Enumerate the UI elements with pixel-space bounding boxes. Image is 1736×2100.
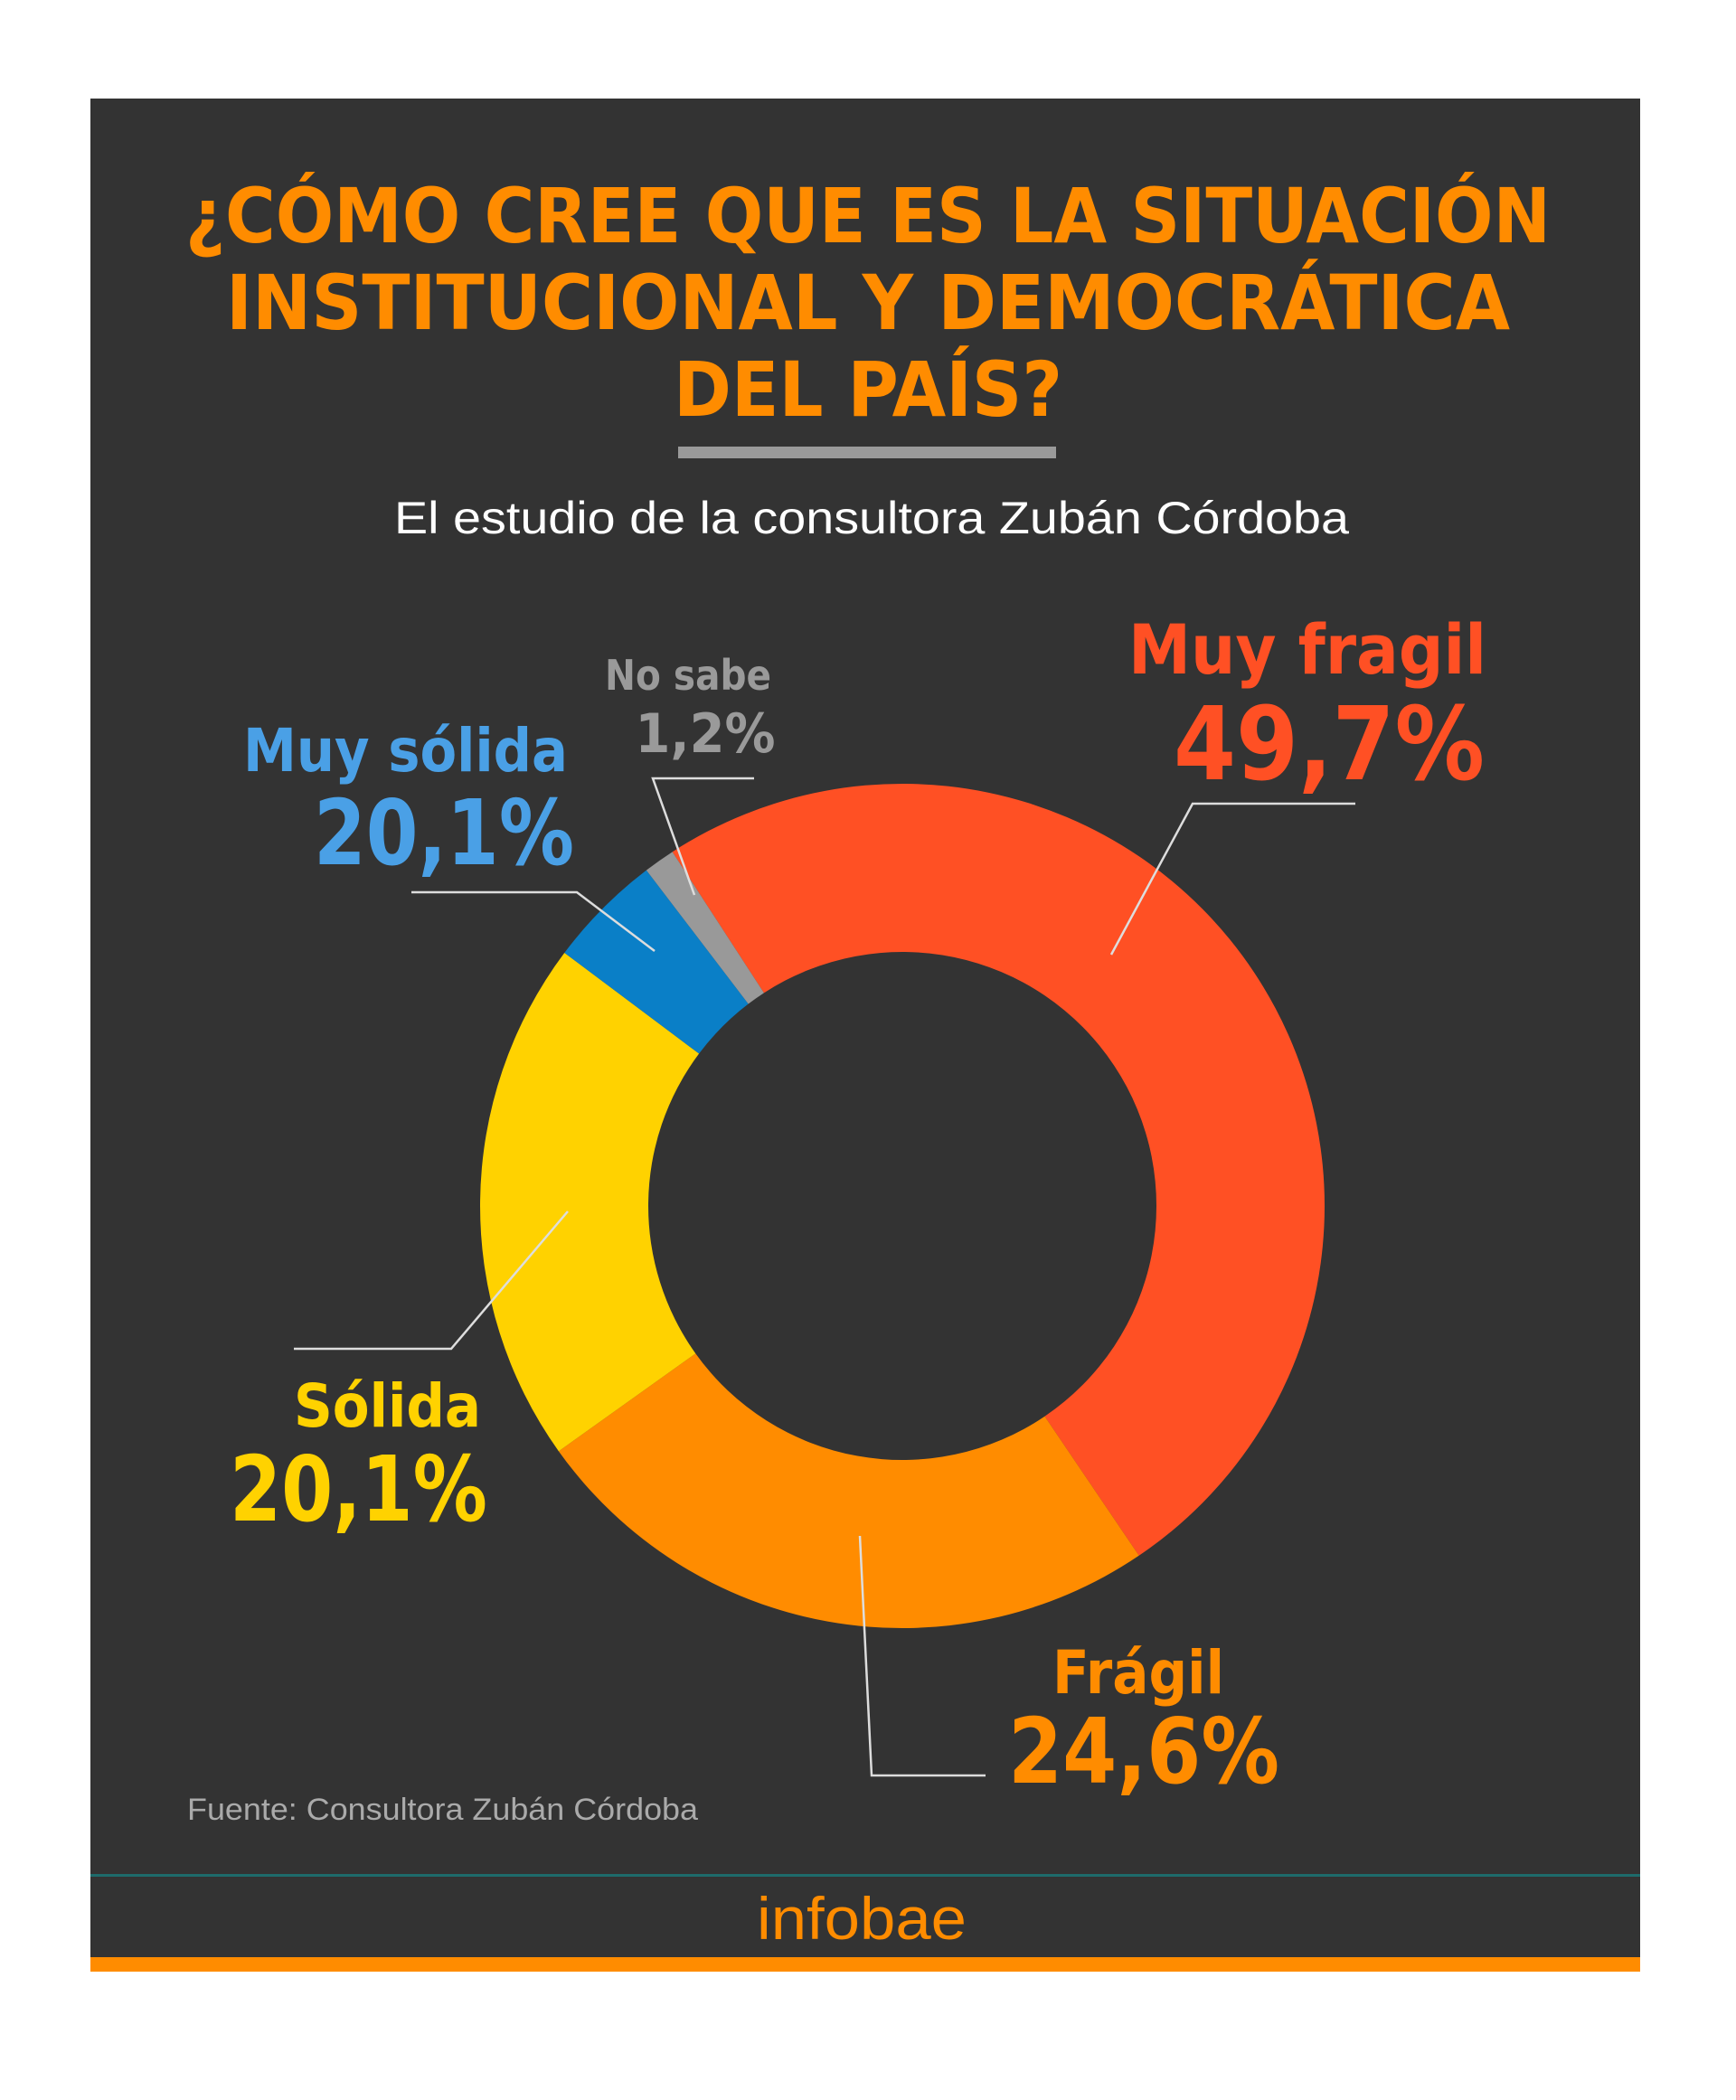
footer-rule [90,1874,1640,1877]
source-note: Fuente: Consultora Zubán Córdoba [187,1793,698,1827]
leader-fragil [858,1535,986,1777]
label-no-sabe-value: 1,2% [636,702,776,766]
donut-chart [479,784,1325,1628]
leader-muy-fragil [1109,802,1355,956]
title-line-3: DEL PAÍS? [674,345,1062,434]
label-solida-name: Sólida [294,1371,481,1441]
label-solida-value: 20,1% [230,1436,487,1542]
label-muy-solida-name: Muy sólida [243,716,568,786]
title-line-2: INSTITUCIONAL Y DEMOCRÁTICA [226,259,1510,347]
donut-slice-muy-solida [564,870,749,1054]
leader-muy-solida [411,890,656,952]
label-fragil-value: 24,6% [1008,1699,1279,1804]
donut-slice-no-sabe [646,852,764,1004]
donut-slice-solida [479,952,700,1452]
footer-orange-bar [90,1957,1640,1972]
label-muy-fragil-name: Muy fragil [1128,609,1486,690]
leader-solida [294,1210,569,1351]
infobae-logo: infobae [757,1885,967,1952]
title-line-1: ¿CÓMO CREE QUE ES LA SITUACIÓN [185,172,1551,260]
label-no-sabe-name: No sabe [605,651,771,700]
donut-slice-fragil [558,1353,1139,1628]
label-muy-solida-value: 20,1% [314,780,574,886]
label-fragil-name: Frágil [1052,1638,1224,1708]
subtitle: El estudio de la consultora Zubán Córdob… [394,493,1349,543]
label-muy-fragil-value: 49,7% [1174,686,1485,804]
title-underline [678,447,1056,458]
leader-no-sabe [651,777,754,896]
donut-slice-muy-fragil [672,784,1325,1556]
